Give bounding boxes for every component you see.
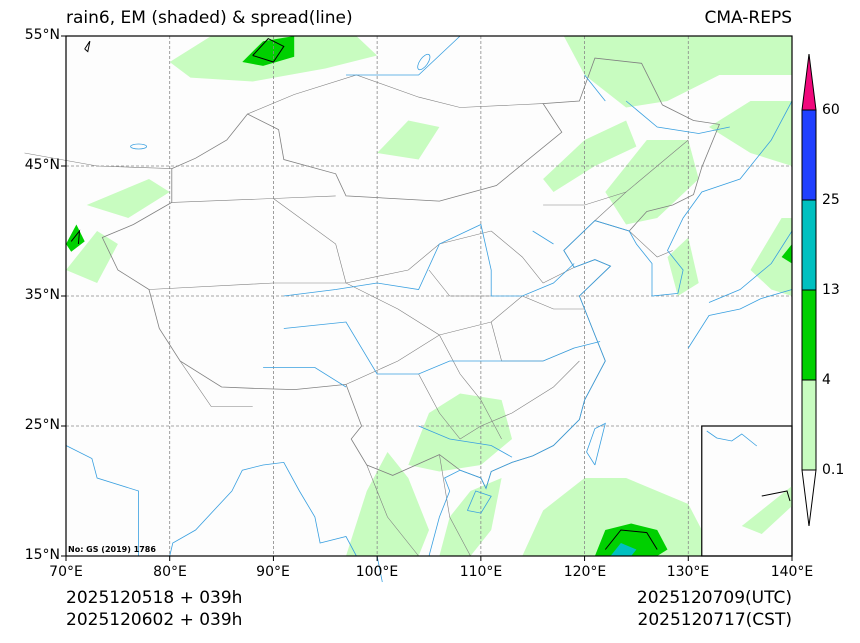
lon-label: 110°E: [459, 564, 503, 580]
inset-rain-patch: [741, 486, 792, 534]
rain-light-patch: [439, 478, 502, 556]
rain-moderate-patch: [242, 36, 295, 66]
lon-label: 70°E: [49, 564, 83, 580]
lon-label: 80°E: [153, 564, 187, 580]
coastline-river: [625, 100, 730, 134]
rain-light-patch: [66, 231, 118, 283]
province-border: [148, 282, 399, 310]
init-time-cst: 2025120602 + 039h: [66, 610, 243, 630]
rain-light-patch: [563, 36, 792, 108]
rain-light-patch: [408, 393, 512, 472]
rain-moderate-patch: [66, 224, 85, 252]
south-china-sea-inset: [701, 425, 793, 557]
colorbar-segment: [801, 379, 817, 471]
coastline-river: [376, 555, 383, 583]
coastline-river: [65, 445, 140, 556]
lon-label: 90°E: [256, 564, 290, 580]
spread-contour: [604, 529, 658, 550]
valid-time-cst: 2025120717(CST): [637, 610, 792, 630]
rain-light-patch: [346, 452, 429, 556]
country-border: [24, 152, 172, 169]
colorbar-extend-high: [801, 53, 817, 111]
model-name: CMA-REPS: [704, 8, 792, 28]
rain-light-patch: [86, 179, 170, 218]
coastline-river: [346, 35, 461, 76]
country-border: [439, 454, 471, 557]
country-border: [366, 464, 419, 557]
province-border: [345, 230, 492, 284]
coastline-river: [584, 74, 606, 102]
province-border: [418, 360, 580, 440]
rain-light-patch: [543, 120, 637, 192]
colorbar-label: 25: [822, 192, 840, 208]
rain-light-patch: [377, 120, 440, 160]
lat-label: 55°N: [24, 27, 60, 43]
lon-label: 140°E: [770, 564, 814, 580]
colorbar-label: 0.1: [822, 462, 845, 478]
colorbar-label: 60: [822, 102, 840, 118]
spread-contour: [84, 40, 91, 53]
rain-moderate-patch: [594, 523, 668, 556]
valid-time-utc: 2025120709(UTC): [636, 588, 792, 608]
country-border: [247, 74, 544, 115]
lat-label: 35°N: [24, 287, 60, 303]
province-border: [543, 191, 627, 206]
colorbar-extend-low: [801, 469, 817, 527]
colorbar-segment: [801, 199, 817, 291]
lon-label: 120°E: [563, 564, 607, 580]
province-border: [273, 198, 347, 284]
lon-label: 100°E: [355, 564, 399, 580]
province-border: [491, 230, 575, 284]
colorbar-segment: [801, 109, 817, 201]
province-border: [397, 308, 502, 440]
coastline-river: [532, 230, 554, 245]
lat-label: 15°N: [24, 547, 60, 563]
lake-balkhash: [130, 143, 148, 150]
spread-contour: [70, 229, 81, 245]
province-border: [345, 321, 492, 385]
coastline-river: [708, 230, 793, 303]
coastline-river: [687, 289, 793, 349]
colorbar-label: 13: [822, 282, 840, 298]
coastline-river: [169, 461, 357, 557]
chart-title: rain6, EM (shaded) & spread(line): [66, 8, 353, 28]
lon-label: 130°E: [666, 564, 710, 580]
coastline-river: [283, 223, 575, 297]
lat-label: 45°N: [24, 157, 60, 173]
country-border: [179, 360, 253, 407]
colorbar-label: 4: [822, 372, 831, 388]
rain-light-patch: [750, 218, 792, 296]
coastline-river: [283, 321, 601, 375]
province-border: [428, 269, 492, 297]
coastline-river: [586, 422, 606, 466]
province-border: [594, 139, 689, 221]
lat-label: 25°N: [24, 417, 60, 433]
lake-baikal: [417, 53, 431, 71]
rain-heavy-patch: [610, 543, 637, 556]
inset-spread-contour: [761, 490, 791, 502]
rain-moderate-patch: [781, 244, 792, 264]
coastline-river: [467, 490, 492, 514]
rain-light-patch: [709, 101, 792, 166]
coastline-river: [263, 367, 347, 388]
init-time-utc: 2025120518 + 039h: [66, 588, 243, 608]
coastline-river: [418, 425, 513, 458]
country-border: [628, 230, 673, 258]
map-approval-number: No: GS (2019) 1786: [68, 545, 156, 554]
inset-coastline: [706, 430, 758, 447]
colorbar-segment: [801, 289, 817, 381]
province-border: [491, 295, 585, 323]
coastline-river: [428, 100, 793, 557]
spread-contour: [252, 37, 285, 63]
rain-light-patch: [667, 237, 699, 296]
rain-light-patch: [605, 140, 699, 225]
